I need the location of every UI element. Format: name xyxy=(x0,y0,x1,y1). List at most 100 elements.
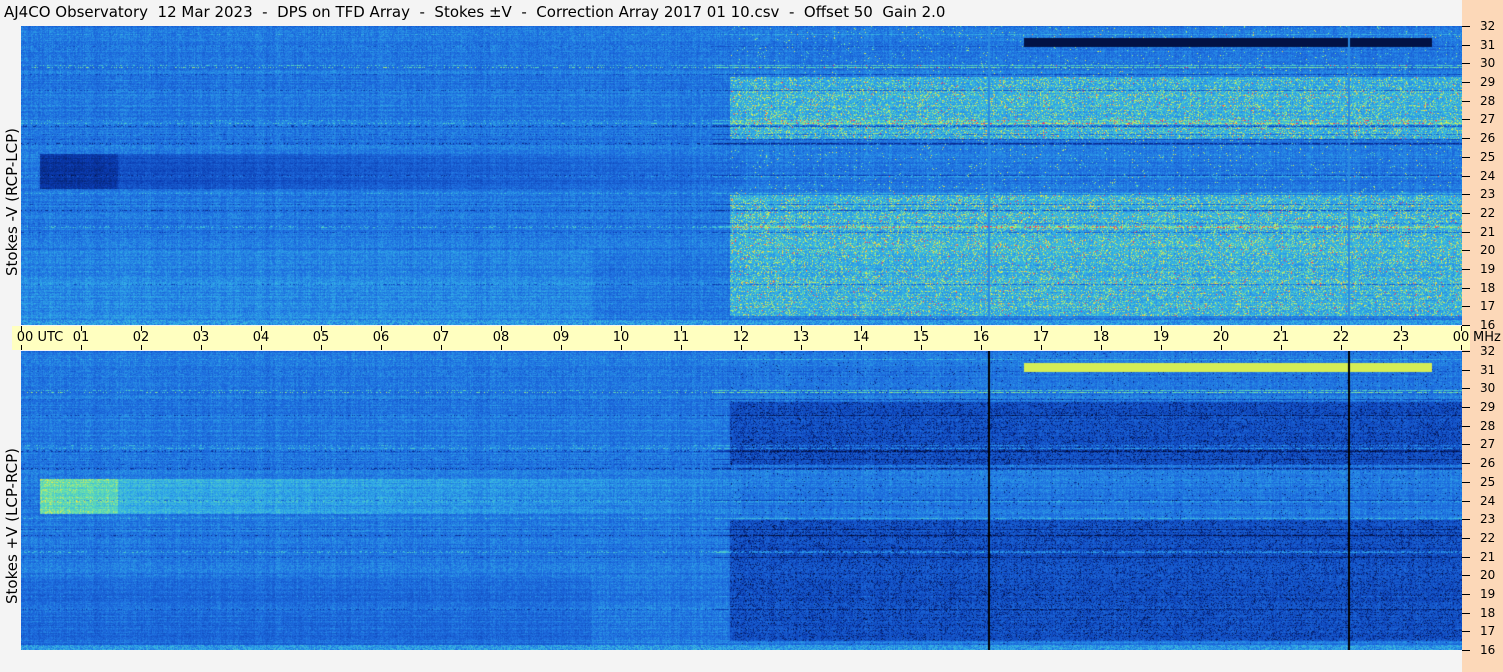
time-tick-mark xyxy=(921,345,922,350)
freq-tick-label: 30 xyxy=(1480,56,1496,71)
time-tick-mark xyxy=(81,345,82,350)
freq-tick-mark xyxy=(1462,556,1470,558)
freq-tick-mark xyxy=(1462,250,1470,252)
time-tick-mark xyxy=(981,326,982,331)
freq-tick-label: 28 xyxy=(1480,93,1496,108)
time-tick-mark xyxy=(381,345,382,350)
time-tick-mark xyxy=(381,326,382,331)
time-tick-mark xyxy=(1281,345,1282,350)
time-tick-mark xyxy=(201,345,202,350)
time-tick-mark xyxy=(441,345,442,350)
time-tick-mark xyxy=(1461,326,1462,331)
time-tick-mark xyxy=(1041,326,1042,331)
freq-tick-label: 32 xyxy=(1480,19,1496,33)
freq-tick-label: 28 xyxy=(1480,418,1496,433)
time-tick-mark xyxy=(621,345,622,350)
freq-tick-mark xyxy=(1462,175,1470,177)
time-tick-label: 17 xyxy=(1032,330,1050,345)
time-tick-label: 22 xyxy=(1332,330,1350,345)
time-tick-mark xyxy=(81,326,82,331)
time-tick-label: 15 xyxy=(912,330,930,345)
time-tick-mark xyxy=(801,326,802,331)
time-tick-mark xyxy=(741,326,742,331)
freq-tick-label: 31 xyxy=(1480,37,1496,52)
bottom-panel-ylabel: Stokes +V (LCP-RCP) xyxy=(3,448,21,604)
freq-tick-mark xyxy=(1462,631,1470,633)
top-panel-ylabel: Stokes -V (RCP-LCP) xyxy=(3,128,21,276)
time-tick-mark xyxy=(1101,345,1102,350)
time-tick-label: 13 xyxy=(792,330,810,345)
freq-tick-mark xyxy=(1462,231,1470,233)
freq-tick-mark xyxy=(1462,268,1470,270)
time-tick-mark xyxy=(1161,345,1162,350)
time-tick-label: 14 xyxy=(852,330,870,345)
time-tick-mark xyxy=(1041,345,1042,350)
time-tick-mark xyxy=(1401,326,1402,331)
time-tick-mark xyxy=(681,345,682,350)
time-tick-mark xyxy=(1221,345,1222,350)
time-tick-label: 20 xyxy=(1212,330,1230,345)
freq-tick-label: 31 xyxy=(1480,362,1496,377)
freq-tick-mark xyxy=(1462,444,1470,446)
time-tick-mark xyxy=(861,326,862,331)
freq-tick-mark xyxy=(1462,119,1470,121)
freq-tick-mark xyxy=(1462,575,1470,577)
time-tick-mark xyxy=(681,326,682,331)
time-tick-label: 04 xyxy=(252,330,270,345)
freq-tick-mark xyxy=(1462,100,1470,102)
time-tick-label: 01 xyxy=(72,330,90,345)
time-tick-mark xyxy=(801,345,802,350)
time-tick-label: 05 xyxy=(312,330,330,345)
freq-tick-label: 24 xyxy=(1480,493,1496,508)
time-tick-label: 02 xyxy=(132,330,150,345)
time-tick-label: 00 UTC xyxy=(16,330,64,345)
freq-tick-label: 18 xyxy=(1480,280,1496,295)
freq-tick-mark xyxy=(1462,156,1470,158)
freq-tick-label: 19 xyxy=(1480,261,1496,276)
time-tick-mark xyxy=(561,326,562,331)
time-tick-label: 19 xyxy=(1152,330,1170,345)
freq-tick-mark xyxy=(1462,194,1470,196)
freq-tick-mark xyxy=(1462,463,1470,465)
freq-tick-mark xyxy=(1462,44,1470,46)
freq-tick-mark xyxy=(1462,138,1470,140)
time-tick-mark xyxy=(1341,345,1342,350)
time-tick-mark xyxy=(981,345,982,350)
freq-tick-mark xyxy=(1462,481,1470,483)
freq-unit-label: MHz xyxy=(1473,330,1501,345)
freq-tick-mark xyxy=(1462,500,1470,502)
freq-tick-label: 16 xyxy=(1480,643,1496,657)
freq-tick-label: 25 xyxy=(1480,474,1496,489)
time-tick-mark xyxy=(921,326,922,331)
freq-tick-mark xyxy=(1462,388,1470,390)
freq-tick-label: 17 xyxy=(1480,299,1496,314)
time-tick-mark xyxy=(21,326,22,331)
spectrogram-stokes-minus-v xyxy=(21,26,1462,325)
freq-tick-mark xyxy=(1462,612,1470,614)
freq-tick-mark xyxy=(1462,212,1470,214)
freq-tick-label: 22 xyxy=(1480,205,1496,220)
freq-tick-label: 25 xyxy=(1480,149,1496,164)
time-tick-mark xyxy=(21,345,22,350)
time-tick-mark xyxy=(561,345,562,350)
freq-tick-label: 21 xyxy=(1480,224,1496,239)
time-tick-mark xyxy=(1161,326,1162,331)
time-tick-mark xyxy=(261,326,262,331)
freq-tick-label: 20 xyxy=(1480,243,1496,258)
freq-tick-mark xyxy=(1462,407,1470,409)
time-tick-label: 21 xyxy=(1272,330,1290,345)
freq-tick-label: 19 xyxy=(1480,586,1496,601)
time-tick-mark xyxy=(1101,326,1102,331)
freq-tick-label: 30 xyxy=(1480,381,1496,396)
time-tick-label: 07 xyxy=(432,330,450,345)
freq-tick-label: 29 xyxy=(1480,400,1496,415)
freq-tick-label: 26 xyxy=(1480,456,1496,471)
freq-tick-mark xyxy=(1462,325,1470,326)
freq-tick-label: 23 xyxy=(1480,187,1496,202)
time-tick-mark xyxy=(321,326,322,331)
time-tick-mark xyxy=(1341,326,1342,331)
freq-tick-mark xyxy=(1462,26,1470,27)
freq-tick-label: 21 xyxy=(1480,549,1496,564)
time-tick-mark xyxy=(1401,345,1402,350)
freq-tick-label: 20 xyxy=(1480,568,1496,583)
